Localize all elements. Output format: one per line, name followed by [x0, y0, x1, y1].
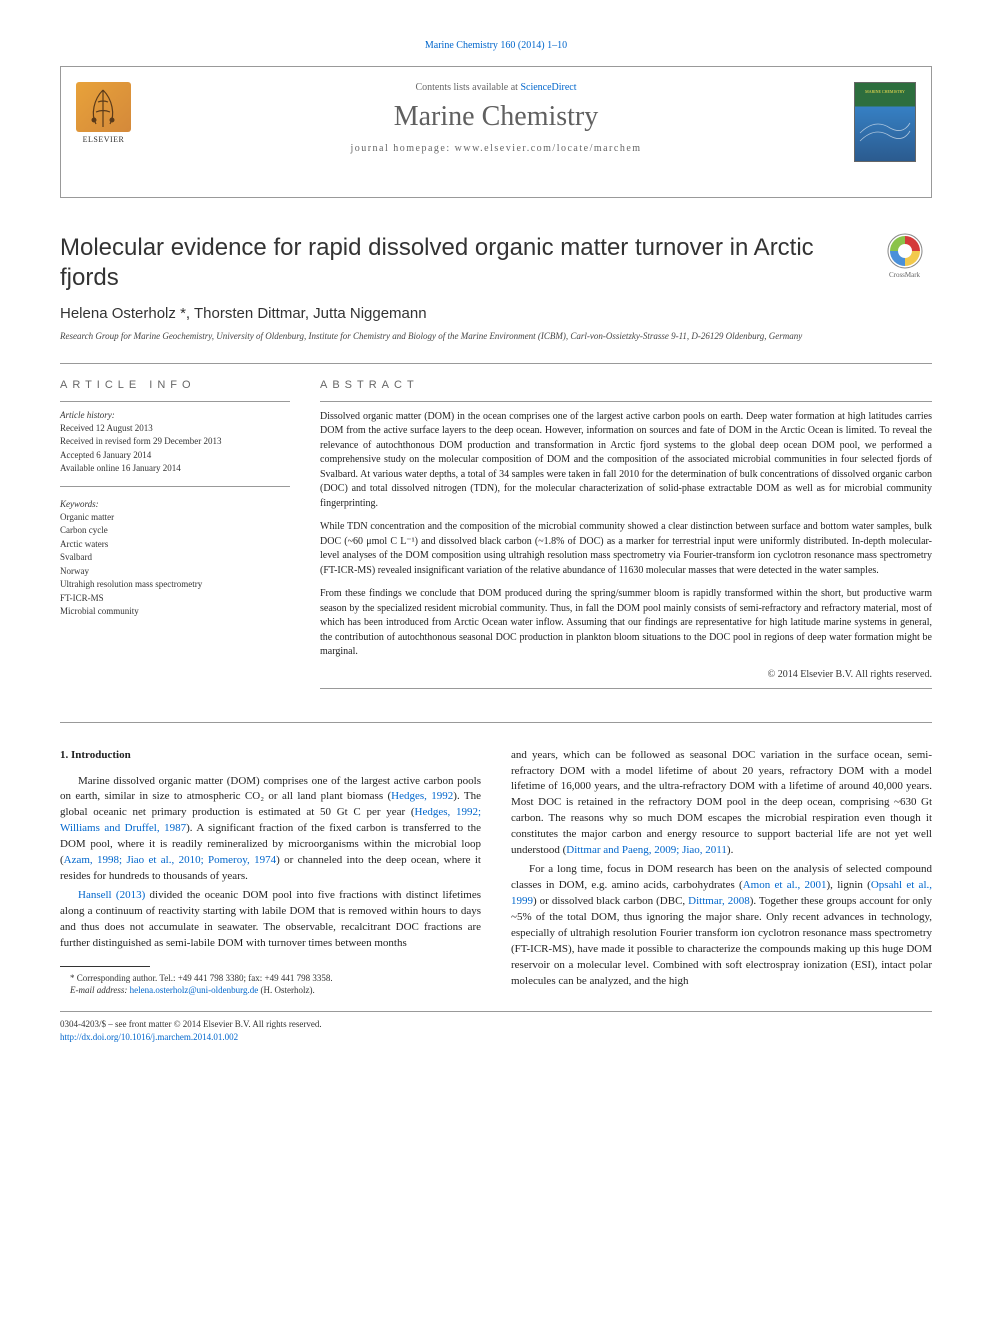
elsevier-logo: ELSEVIER [76, 82, 131, 147]
abstract-copyright: © 2014 Elsevier B.V. All rights reserved… [320, 669, 932, 680]
header-center: Contents lists available at ScienceDirec… [171, 82, 821, 154]
abstract-para-2: While TDN concentration and the composit… [320, 520, 932, 578]
article-info-column: article info Article history: Received 1… [60, 379, 290, 697]
contents-list-line: Contents lists available at ScienceDirec… [171, 82, 821, 93]
crossmark-icon [887, 233, 923, 269]
history-online: Available online 16 January 2014 [60, 462, 290, 476]
title-row: Molecular evidence for rapid dissolved o… [60, 233, 932, 293]
body-para: For a long time, focus in DOM research h… [511, 862, 932, 990]
divider [60, 363, 932, 364]
history-label: Article history: [60, 410, 290, 420]
page: Marine Chemistry 160 (2014) 1–10 ELSEVIE… [0, 0, 992, 1083]
abstract-label: abstract [320, 379, 932, 391]
author-2: , Thorsten Dittmar [186, 305, 305, 322]
keyword: Ultrahigh resolution mass spectrometry [60, 578, 290, 592]
article-info-label: article info [60, 379, 290, 391]
elsevier-tree-icon [76, 82, 131, 132]
abstract-para-1: Dissolved organic matter (DOM) in the oc… [320, 410, 932, 512]
keyword: Carbon cycle [60, 524, 290, 538]
keyword: Organic matter [60, 511, 290, 525]
journal-header: ELSEVIER MARINE CHEMISTRY Contents lists… [60, 66, 932, 198]
meta-divider [60, 401, 290, 402]
body-column-left: 1. Introduction Marine dissolved organic… [60, 748, 481, 997]
history-received: Received 12 August 2013 [60, 422, 290, 436]
meta-divider [320, 401, 932, 402]
body-para: Marine dissolved organic matter (DOM) co… [60, 774, 481, 886]
author-1: Helena Osterholz [60, 305, 180, 322]
meta-divider [60, 486, 290, 487]
meta-divider [320, 688, 932, 689]
author-3: , Jutta Niggemann [305, 305, 427, 322]
footer-copyright: 0304-4203/$ – see front matter © 2014 El… [60, 1018, 932, 1031]
history-accepted: Accepted 6 January 2014 [60, 449, 290, 463]
keyword: Svalbard [60, 551, 290, 565]
footnote-divider [60, 966, 150, 967]
section-1-heading: 1. Introduction [60, 748, 481, 764]
svg-text:MARINE CHEMISTRY: MARINE CHEMISTRY [865, 89, 905, 94]
meta-abstract-row: article info Article history: Received 1… [60, 379, 932, 697]
crossmark-label: CrossMark [877, 271, 932, 279]
keyword: FT-ICR-MS [60, 592, 290, 606]
publisher-name: ELSEVIER [76, 135, 131, 144]
email-footnote: E-mail address: helena.osterholz@uni-old… [60, 984, 481, 997]
citation-link[interactable]: Marine Chemistry 160 (2014) 1–10 [60, 40, 932, 51]
body-para: and years, which can be followed as seas… [511, 748, 932, 860]
keyword: Norway [60, 565, 290, 579]
history-revised: Received in revised form 29 December 201… [60, 435, 290, 449]
body-column-right: and years, which can be followed as seas… [511, 748, 932, 997]
keyword: Arctic waters [60, 538, 290, 552]
abstract-column: abstract Dissolved organic matter (DOM) … [320, 379, 932, 697]
homepage-prefix: journal homepage: [350, 143, 454, 154]
footer-doi: http://dx.doi.org/10.1016/j.marchem.2014… [60, 1031, 932, 1044]
divider [60, 722, 932, 723]
journal-homepage-line: journal homepage: www.elsevier.com/locat… [171, 143, 821, 154]
body-two-column: 1. Introduction Marine dissolved organic… [60, 748, 932, 997]
email-suffix: (H. Osterholz). [261, 985, 315, 995]
keywords-label: Keywords: [60, 499, 290, 509]
affiliation: Research Group for Marine Geochemistry, … [60, 330, 932, 343]
footer-divider [60, 1011, 932, 1012]
contents-prefix: Contents lists available at [415, 82, 520, 93]
author-list: Helena Osterholz *, Thorsten Dittmar, Ju… [60, 305, 932, 322]
sciencedirect-link[interactable]: ScienceDirect [520, 82, 576, 93]
doi-link[interactable]: http://dx.doi.org/10.1016/j.marchem.2014… [60, 1032, 238, 1042]
corresponding-author-footnote: * Corresponding author. Tel.: +49 441 79… [60, 972, 481, 985]
abstract-para-3: From these findings we conclude that DOM… [320, 587, 932, 660]
journal-name: Marine Chemistry [171, 101, 821, 133]
journal-cover-thumbnail: MARINE CHEMISTRY [854, 82, 916, 162]
keyword: Microbial community [60, 605, 290, 619]
crossmark-badge[interactable]: CrossMark [877, 233, 932, 288]
article-title: Molecular evidence for rapid dissolved o… [60, 233, 857, 293]
email-label: E-mail address: [70, 985, 127, 995]
body-para: Hansell (2013) divided the oceanic DOM p… [60, 888, 481, 952]
email-link[interactable]: helena.osterholz@uni-oldenburg.de [130, 985, 259, 995]
homepage-url[interactable]: www.elsevier.com/locate/marchem [455, 143, 642, 154]
